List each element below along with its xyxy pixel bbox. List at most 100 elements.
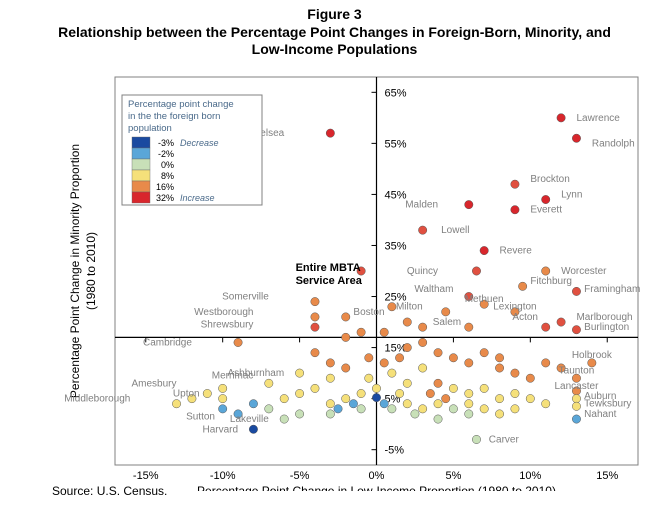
data-point [249,399,257,407]
point-label: Brockton [530,174,569,185]
svg-text:Decrease: Decrease [180,138,219,148]
data-point [342,363,350,371]
data-point [334,404,342,412]
data-point [449,353,457,361]
data-point [480,404,488,412]
point-label: Merrimac [212,370,254,381]
point-label: Everett [530,204,562,215]
data-point [403,343,411,351]
data-point [326,374,334,382]
data-point [342,312,350,320]
data-point [480,384,488,392]
data-point [542,358,550,366]
data-point [357,328,365,336]
data-point [372,393,380,401]
data-point [418,322,426,330]
svg-text:45%: 45% [385,189,407,201]
point-label: Middleborough [64,393,130,404]
data-point [572,134,580,142]
svg-text:10%: 10% [519,470,541,482]
data-point [449,404,457,412]
data-point [465,358,473,366]
data-point [365,353,373,361]
point-label: Lowell [441,225,469,236]
point-label: Carver [489,434,520,445]
data-point [349,399,357,407]
svg-text:Percentage Point Change in Low: Percentage Point Change in Low-Income Pr… [197,484,556,491]
data-point [265,379,273,387]
data-point [465,399,473,407]
data-point [395,353,403,361]
point-label: Burlington [584,322,629,333]
point-label: Amesbury [132,378,177,389]
svg-text:35%: 35% [385,240,407,252]
point-label: Upton [173,388,200,399]
svg-text:32%: 32% [156,193,174,203]
data-point [172,399,180,407]
data-point [465,389,473,397]
data-point [295,389,303,397]
data-point [495,394,503,402]
data-point [295,368,303,376]
svg-text:-3%: -3% [158,138,174,148]
data-point [311,322,319,330]
annotation: Entire MBTA [296,262,361,274]
svg-text:0%: 0% [161,160,174,170]
data-point [265,404,273,412]
data-point [449,384,457,392]
data-point [218,404,226,412]
svg-text:-15%: -15% [133,470,159,482]
point-label: Revere [500,245,533,256]
svg-text:65%: 65% [385,87,407,99]
point-label: Lawrence [576,112,620,123]
data-point [388,302,396,310]
data-point [326,409,334,417]
svg-text:-2%: -2% [158,149,174,159]
point-label: Lynn [561,189,582,200]
data-point [480,246,488,254]
data-point [557,113,565,121]
data-point [395,389,403,397]
data-point [442,307,450,315]
point-label: Taunton [559,365,595,376]
data-point [542,322,550,330]
svg-text:population: population [128,123,172,134]
point-label: Quincy [407,266,438,277]
svg-text:in the the foreign born: in the the foreign born [128,111,220,122]
data-point [434,348,442,356]
data-point [326,358,334,366]
data-point [557,317,565,325]
point-label: Fitchburg [530,276,572,287]
data-point [326,399,334,407]
data-point [403,379,411,387]
data-point [218,384,226,392]
point-label: Boston [353,306,384,317]
data-point [326,128,334,136]
annotation: Service Area [296,275,363,287]
data-point [495,353,503,361]
data-point [434,379,442,387]
svg-text:0%: 0% [369,470,385,482]
point-label: Holbrook [572,350,613,361]
data-point [572,394,580,402]
data-point [380,328,388,336]
data-point [365,374,373,382]
data-point [526,394,534,402]
point-label: Waltham [414,283,453,294]
svg-text:55%: 55% [385,138,407,150]
data-point [518,282,526,290]
data-point [388,404,396,412]
point-label: Shrewsbury [201,319,254,330]
point-label: Acton [512,311,538,322]
scatter-chart: -15%-10%-5%0%5%10%15%-5%5%15%25%35%45%55… [0,61,669,496]
data-point [472,435,480,443]
svg-text:-5%: -5% [290,470,310,482]
data-point [418,338,426,346]
data-point [372,384,380,392]
data-point [311,384,319,392]
data-point [418,404,426,412]
data-point [526,374,534,382]
data-point [511,389,519,397]
data-point [295,409,303,417]
data-point [403,399,411,407]
